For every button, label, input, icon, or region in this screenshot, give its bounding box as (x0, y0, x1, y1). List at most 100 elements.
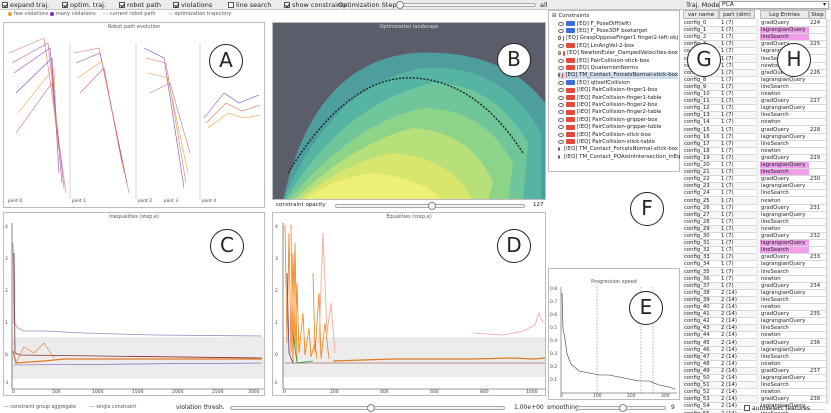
log-entry-cell[interactable]: gradQuery (760, 70, 809, 77)
part-dim-cell[interactable]: 1 (7) (719, 126, 756, 134)
log-entry-cell[interactable]: lagrangianQuery (760, 375, 809, 383)
part-dim-cell[interactable]: 1 (7) (719, 112, 756, 120)
var-name-cell[interactable]: config_52 (683, 389, 719, 397)
log-entry-cell[interactable]: lagrangianQuery (760, 347, 809, 354)
var-name-cell[interactable]: config_46 (683, 346, 719, 354)
log-entry-cell[interactable]: lineSearch (760, 269, 809, 276)
eye-icon[interactable] (558, 21, 564, 26)
part-dim-cell[interactable]: 2 (14) (719, 332, 756, 340)
table-row[interactable]: config_41 2 (14) gradQuery 235 (682, 311, 831, 319)
part-dim-cell[interactable]: 2 (14) (719, 382, 756, 390)
part-dim-cell[interactable]: 1 (7) (719, 261, 756, 269)
table-row[interactable]: config_42 2 (14) lagrangianQuery (682, 318, 831, 326)
optim-traj-checkbox[interactable]: optim. traj. (62, 1, 106, 9)
var-name-cell[interactable]: config_31 (683, 240, 719, 248)
constraints-tree[interactable]: ⊟ Constraints [EQ] F_PoseDiff(left) [EQ] … (548, 10, 680, 172)
part-dim-cell[interactable]: 1 (7) (719, 183, 756, 191)
constraint-item[interactable]: [IEQ] TM_Contact_POAisInIntersection_InE… (558, 153, 680, 160)
violation-thresh-slider[interactable] (230, 404, 505, 412)
table-row[interactable]: config_43 2 (14) lineSearch (682, 325, 831, 333)
eye-icon[interactable] (558, 51, 561, 56)
progression-plot[interactable] (549, 269, 681, 401)
table-row[interactable]: config_26 1 (7) gradQuery 231 (682, 204, 831, 212)
table-row[interactable]: config_36 1 (7) newton (682, 275, 831, 283)
table-row[interactable]: config_47 2 (14) lineSearch (682, 353, 831, 361)
eye-icon[interactable] (558, 65, 564, 70)
traj-mode-select[interactable]: PCA ▾ (719, 1, 829, 9)
constraints-root[interactable]: ⊟ Constraints (552, 12, 590, 19)
part-dim-cell[interactable]: 1 (7) (719, 20, 756, 28)
var-name-cell[interactable]: config_18 (683, 147, 719, 155)
var-name-cell[interactable]: config_44 (683, 332, 719, 340)
eye-icon[interactable] (558, 147, 560, 152)
var-name-cell[interactable]: config_22 (683, 176, 719, 184)
constraint-item[interactable]: [EQ] QuaternionNorms (558, 64, 678, 71)
part-dim-cell[interactable]: 1 (7) (719, 34, 756, 42)
var-name-cell[interactable]: config_9 (683, 83, 719, 91)
table-row[interactable]: config_27 1 (7) lagrangianQuery (682, 211, 831, 219)
eye-icon[interactable] (558, 125, 564, 130)
part-dim-cell[interactable]: 2 (14) (719, 289, 756, 297)
var-name-cell[interactable]: config_0 (683, 20, 719, 28)
var-name-cell[interactable]: config_17 (683, 140, 719, 148)
constraint-item[interactable]: [IEQ] PairCollision-finger2-box (558, 101, 678, 108)
eye-icon[interactable] (558, 28, 564, 33)
log-entry-cell[interactable]: lagrangianQuery (760, 77, 809, 84)
log-entry-cell[interactable]: newton (760, 226, 809, 233)
part-dim-cell[interactable]: 1 (7) (719, 48, 756, 56)
log-entry-cell[interactable]: gradQuery (760, 98, 809, 106)
table-row[interactable]: config_1 1 (7) lagrangianQuery (682, 27, 831, 35)
constraint-item[interactable]: [EQ] LinAngVel-2-box (558, 42, 678, 49)
var-name-cell[interactable]: config_14 (683, 119, 719, 127)
col-header-var-name[interactable]: var name (683, 10, 719, 19)
constraint-item[interactable]: [EQ] F_PoseDiff(left) (558, 20, 678, 27)
var-name-cell[interactable]: config_48 (683, 360, 719, 368)
log-entry-cell[interactable]: gradQuery (760, 311, 809, 319)
table-row[interactable]: config_2 1 (7) lineSearch (682, 34, 831, 42)
robot-path-checkbox[interactable]: robot path (119, 1, 161, 9)
var-name-cell[interactable]: config_30 (683, 233, 719, 241)
var-name-cell[interactable]: config_32 (683, 247, 719, 255)
constraint-item[interactable]: [EQ] F_Pose3DF boxtarget (558, 27, 678, 34)
constraint-item[interactable]: [EQ] NewtonEuler_DampedVelocities-box (558, 50, 678, 57)
log-entry-cell[interactable]: gradQuery (760, 176, 809, 184)
log-entry-cell[interactable]: newton (760, 91, 809, 99)
part-dim-cell[interactable]: 1 (7) (719, 275, 756, 283)
log-entry-cell[interactable]: lineSearch (760, 411, 809, 413)
table-row[interactable]: config_13 1 (7) lineSearch (682, 112, 831, 120)
var-name-cell[interactable]: config_36 (683, 275, 719, 283)
log-entry-cell[interactable]: newton (760, 119, 809, 127)
var-name-cell[interactable]: config_1 (683, 27, 719, 35)
part-dim-cell[interactable]: 1 (7) (719, 282, 756, 290)
table-row[interactable]: config_32 1 (7) lineSearch (682, 247, 831, 255)
part-dim-cell[interactable]: 1 (7) (719, 218, 756, 226)
log-entry-cell[interactable]: newton (760, 361, 809, 368)
log-entry-cell[interactable]: gradQuery (760, 396, 809, 404)
part-dim-cell[interactable]: 1 (7) (719, 254, 756, 262)
part-dim-cell[interactable]: 1 (7) (719, 133, 756, 141)
part-dim-cell[interactable]: 1 (7) (719, 91, 756, 99)
smoothing-knob[interactable] (619, 404, 627, 412)
var-name-cell[interactable]: config_20 (683, 162, 719, 170)
eye-icon[interactable] (558, 110, 564, 115)
constraint-item[interactable]: [IEQ] PairCollision-stick-box (558, 131, 678, 138)
constraint-item[interactable]: [IEQ] PairCollision-gripper-box (558, 116, 678, 123)
log-entry-cell[interactable]: gradQuery (760, 205, 809, 212)
part-dim-cell[interactable]: 1 (7) (719, 169, 756, 177)
var-name-cell[interactable]: config_27 (683, 211, 719, 219)
table-row[interactable]: config_19 1 (7) gradQuery 229 (682, 154, 831, 162)
constraint-item[interactable]: [IEQ] TM_Contact_ForceIsNormal-stick-box (558, 146, 678, 153)
constraint-item[interactable]: [IEQ] PairCollision-stick-table (558, 138, 678, 145)
table-row[interactable]: config_16 1 (7) lagrangianQuery (682, 133, 831, 141)
part-dim-cell[interactable]: 2 (14) (719, 375, 756, 383)
part-dim-cell[interactable]: 1 (7) (719, 240, 756, 248)
part-dim-cell[interactable]: 1 (7) (719, 197, 756, 205)
part-dim-cell[interactable]: 2 (14) (719, 360, 756, 368)
part-dim-cell[interactable]: 1 (7) (719, 225, 756, 233)
log-entry-cell[interactable]: newton (760, 332, 809, 340)
var-name-cell[interactable]: config_13 (683, 112, 719, 120)
constraint-item[interactable]: [IEQ] PairCollision-gripper-table (558, 124, 678, 131)
table-row[interactable]: config_21 1 (7) lineSearch (682, 169, 831, 177)
robot-path-plot[interactable] (4, 23, 266, 209)
eye-icon[interactable] (558, 154, 560, 159)
